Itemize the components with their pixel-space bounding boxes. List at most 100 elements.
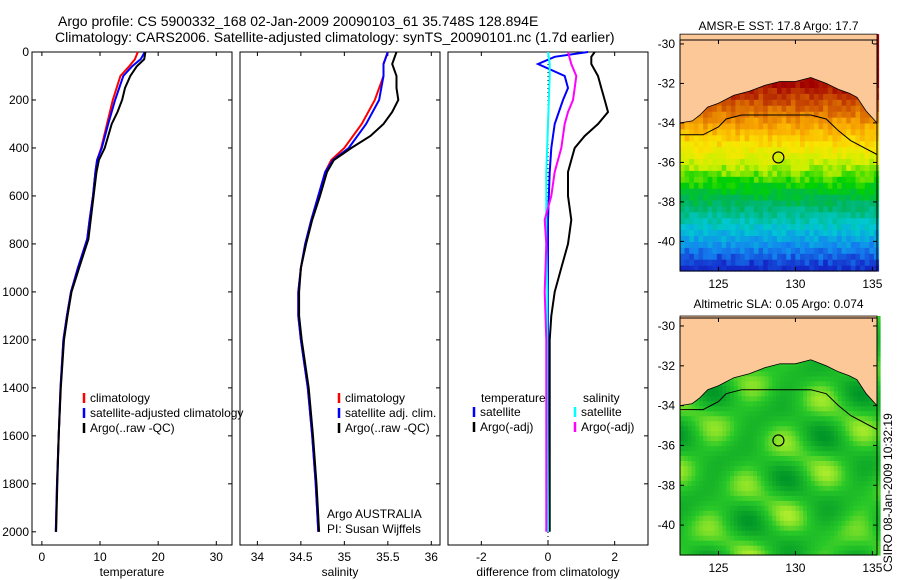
map-cell xyxy=(760,375,766,382)
map-cell xyxy=(698,259,704,266)
map-cell xyxy=(703,194,709,201)
map-cell xyxy=(876,490,881,496)
map-cell xyxy=(860,455,866,461)
map-cell xyxy=(783,450,789,456)
map-cell xyxy=(868,540,873,546)
map-cell xyxy=(745,530,750,536)
map-cell xyxy=(868,490,873,496)
map-cell xyxy=(764,525,769,531)
map-cell xyxy=(845,540,850,546)
map-cell xyxy=(716,199,723,207)
map-cell xyxy=(869,117,875,124)
map-cell xyxy=(741,385,746,392)
map-cell xyxy=(804,247,810,254)
map-cell xyxy=(758,158,764,165)
map-cell xyxy=(813,241,820,248)
map-cell xyxy=(853,510,858,516)
map-cell xyxy=(735,211,741,219)
map-cell xyxy=(837,455,843,461)
map-cell xyxy=(786,265,792,272)
map-cell xyxy=(737,445,743,452)
temperature-panel: 0 10 20 30020040060080010001200140016001800… xyxy=(2,45,243,579)
map-cell xyxy=(695,435,700,442)
map-cell xyxy=(837,430,843,437)
map-cell xyxy=(868,515,873,521)
map-cell xyxy=(699,510,704,516)
map-cell xyxy=(837,540,843,546)
map-cell xyxy=(781,199,787,207)
map-cell xyxy=(745,385,750,392)
map-cell xyxy=(857,520,862,526)
map-cell xyxy=(818,152,824,159)
map-cell xyxy=(749,400,754,407)
map-cell xyxy=(814,435,820,442)
map-cell xyxy=(864,235,870,242)
map-cell xyxy=(790,247,796,254)
map-cell xyxy=(741,495,746,501)
map-cell xyxy=(800,253,806,260)
map-cell xyxy=(795,460,800,466)
map-cell xyxy=(846,93,852,100)
map-cell xyxy=(745,400,750,407)
map-cell xyxy=(730,445,735,452)
map-cell xyxy=(810,390,816,397)
map-cell xyxy=(832,170,838,177)
map-cell xyxy=(855,259,861,266)
map-cell xyxy=(869,146,875,154)
map-cell xyxy=(837,182,843,189)
map-cell xyxy=(853,410,858,417)
map-cell xyxy=(741,520,746,526)
map-cell xyxy=(703,247,709,254)
map-cell xyxy=(813,205,820,213)
map-cell xyxy=(872,535,877,541)
map-cell xyxy=(689,211,695,219)
map-cell xyxy=(707,194,713,201)
map-cell xyxy=(869,122,875,130)
map-cell xyxy=(876,510,881,516)
map-cell xyxy=(781,140,787,148)
map-cell xyxy=(693,152,700,159)
map-cell xyxy=(777,188,783,195)
map-cell xyxy=(791,530,796,536)
map-cell xyxy=(733,535,739,541)
map-cell xyxy=(706,550,712,556)
map-cell xyxy=(822,485,827,491)
map-cell xyxy=(830,370,835,377)
map-cell xyxy=(810,520,816,526)
map-cell xyxy=(791,430,796,437)
map-cell xyxy=(772,440,777,447)
map-cell xyxy=(799,425,804,432)
map-cell xyxy=(722,480,727,486)
map-cell xyxy=(841,211,847,219)
map-cell xyxy=(864,515,870,521)
map-cell xyxy=(706,420,712,427)
map-cell xyxy=(712,205,718,213)
map-cell xyxy=(803,435,808,442)
map-cell xyxy=(872,455,877,461)
map-cell xyxy=(809,223,815,231)
map-cell xyxy=(735,188,741,195)
map-cell xyxy=(726,395,731,402)
map-cell xyxy=(791,475,796,481)
map-cell xyxy=(758,188,764,195)
map-cell xyxy=(869,194,875,201)
map-cell xyxy=(726,405,731,412)
map-cell xyxy=(722,415,727,422)
map-cell xyxy=(791,525,796,531)
map-cell xyxy=(749,146,755,154)
map-cell xyxy=(841,385,846,392)
map-cell xyxy=(741,465,746,471)
map-cell xyxy=(710,465,716,471)
map-cell xyxy=(753,152,760,159)
map-cell xyxy=(745,515,750,521)
map-cell xyxy=(787,505,793,511)
map-cell xyxy=(768,480,773,486)
map-cell xyxy=(849,480,854,486)
map-cell xyxy=(764,520,769,526)
map-cell xyxy=(730,199,736,207)
map-cell xyxy=(680,176,686,183)
map-cell xyxy=(693,265,700,272)
map-cell xyxy=(783,550,789,556)
map-cell xyxy=(776,455,781,461)
map-cell xyxy=(706,545,712,551)
